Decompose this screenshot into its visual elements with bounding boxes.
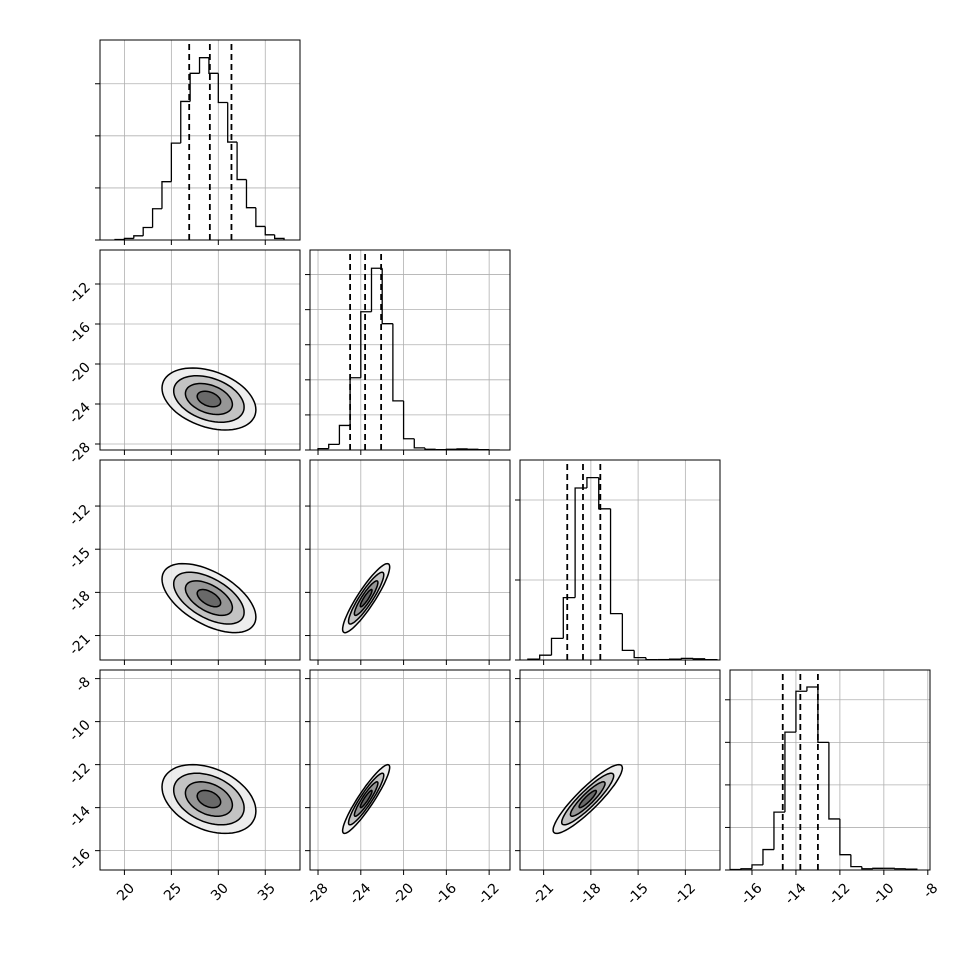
histogram-bin: [329, 444, 340, 448]
histogram-bin: [246, 180, 255, 208]
x-tick-label: 25: [161, 880, 185, 904]
histogram-bin: [218, 73, 227, 102]
y-tick-label: -18: [66, 588, 93, 615]
y-tick-label: -8: [73, 674, 94, 695]
panel-histogram: [100, 40, 300, 240]
x-tick-label: -15: [624, 880, 651, 907]
histogram-bin: [575, 488, 587, 598]
x-tick-label: -18: [577, 880, 604, 907]
histogram-bin: [382, 268, 393, 323]
y-tick-label: -28: [66, 440, 93, 467]
histogram-bin: [256, 208, 265, 227]
y-tick-label: -12: [66, 760, 93, 787]
histogram-bin: [862, 867, 873, 869]
panel-contour: [100, 460, 300, 660]
histogram-bin: [829, 742, 840, 819]
panel-frame: [310, 670, 510, 870]
x-tick-label: -24: [347, 880, 375, 908]
panel-frame: [520, 460, 720, 660]
panel-contour: [100, 670, 300, 870]
y-tick-label: -10: [66, 717, 93, 744]
histogram-bin: [807, 687, 818, 691]
x-tick-label: -12: [671, 880, 698, 907]
histogram-bin: [200, 58, 209, 74]
histogram-bin: [763, 850, 774, 865]
panel-histogram: [310, 250, 510, 450]
y-tick-label: -21: [66, 631, 93, 658]
y-tick-label: -24: [66, 399, 94, 427]
panel-frame: [310, 460, 510, 660]
histogram-bin: [741, 869, 752, 870]
histogram-bin: [785, 732, 796, 812]
x-tick-label: -28: [304, 880, 331, 907]
histogram-bin: [404, 401, 415, 439]
y-tick-label: -12: [66, 280, 93, 307]
histogram-bin: [265, 226, 274, 234]
x-tick-label: 35: [255, 880, 279, 904]
y-tick-label: -12: [66, 502, 93, 529]
panel-contour: [310, 460, 510, 660]
histogram-bin: [646, 658, 658, 660]
histogram-bin: [393, 324, 404, 401]
panel-contour: [520, 670, 720, 870]
histogram-bin: [414, 439, 425, 448]
histogram-bin: [350, 378, 361, 426]
x-tick-label: -12: [826, 880, 853, 907]
y-tick-label: -16: [66, 846, 94, 874]
x-tick-label: -20: [390, 880, 417, 907]
histogram-bin: [153, 209, 162, 228]
histogram-bin: [143, 228, 152, 236]
histogram-bin: [162, 182, 171, 209]
histogram-bin: [681, 658, 693, 659]
panel-frame: [310, 250, 510, 450]
panel-histogram: [730, 670, 930, 870]
x-tick-label: -10: [870, 880, 897, 907]
histogram-bin: [818, 687, 829, 742]
x-tick-label: -16: [738, 880, 766, 908]
x-tick-label: -14: [782, 880, 810, 908]
y-tick-label: -20: [66, 360, 93, 387]
histogram-bin: [540, 655, 552, 659]
panel-frame: [100, 460, 300, 660]
histogram-bin: [425, 448, 436, 449]
histogram-bin: [551, 638, 563, 655]
histogram-bin: [190, 73, 199, 101]
x-tick-label: -21: [530, 880, 557, 907]
y-tick-label: -16: [66, 319, 94, 347]
y-tick-label: -14: [66, 803, 94, 831]
histogram-bin: [611, 509, 623, 614]
histogram-bin: [796, 691, 807, 732]
x-tick-label: 30: [208, 880, 232, 904]
histogram-bin: [634, 650, 646, 657]
histogram-bin: [171, 143, 180, 182]
histogram-bin: [339, 425, 350, 444]
histogram-bin: [752, 865, 763, 869]
histogram-bin: [851, 855, 862, 867]
histogram-bin: [840, 819, 851, 855]
histogram-bin: [134, 236, 143, 239]
histogram-bin: [587, 478, 599, 488]
panel-contour: [100, 250, 300, 450]
histogram-bin: [124, 238, 133, 239]
x-tick-label: 20: [114, 880, 138, 904]
histogram-bin: [275, 235, 284, 240]
x-tick-label: -8: [920, 880, 941, 901]
y-tick-label: -15: [66, 545, 93, 572]
panel-contour: [310, 670, 510, 870]
x-tick-label: -16: [432, 880, 460, 908]
histogram-bin: [237, 142, 246, 180]
histogram-bin: [622, 614, 634, 651]
panel-histogram: [520, 460, 720, 660]
x-tick-label: -12: [475, 880, 502, 907]
histogram-bin: [563, 598, 575, 639]
